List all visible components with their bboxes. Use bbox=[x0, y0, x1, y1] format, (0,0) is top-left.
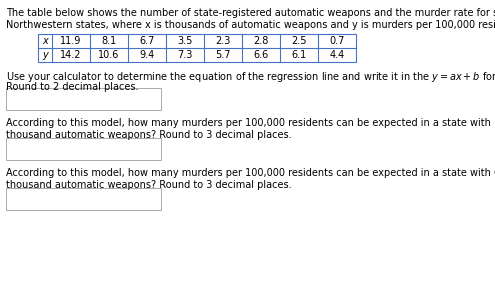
FancyBboxPatch shape bbox=[6, 88, 161, 110]
Text: Use your calculator to determine the equation of the regression line and write i: Use your calculator to determine the equ… bbox=[6, 70, 495, 84]
Text: According to this model, how many murders per 100,000 residents can be expected : According to this model, how many murder… bbox=[6, 118, 495, 128]
Text: 6.1: 6.1 bbox=[292, 50, 306, 60]
Text: y: y bbox=[42, 50, 48, 60]
Text: 6.7: 6.7 bbox=[139, 36, 154, 46]
Text: The table below shows the number of state-registered automatic weapons and the m: The table below shows the number of stat… bbox=[6, 8, 495, 18]
Text: 7.3: 7.3 bbox=[177, 50, 193, 60]
Text: According to this model, how many murders per 100,000 residents can be expected : According to this model, how many murder… bbox=[6, 168, 495, 178]
Text: 0.7: 0.7 bbox=[329, 36, 345, 46]
Text: 2.5: 2.5 bbox=[291, 36, 307, 46]
Text: 3.5: 3.5 bbox=[177, 36, 193, 46]
Text: 11.9: 11.9 bbox=[60, 36, 82, 46]
FancyBboxPatch shape bbox=[6, 138, 161, 160]
Text: 5.7: 5.7 bbox=[215, 50, 231, 60]
Text: 2.3: 2.3 bbox=[215, 36, 231, 46]
Text: Round to 2 decimal places.: Round to 2 decimal places. bbox=[6, 82, 139, 92]
Text: x: x bbox=[42, 36, 48, 46]
Text: Northwestern states, where x is thousands of automatic weapons and y is murders : Northwestern states, where x is thousand… bbox=[6, 20, 495, 30]
Text: 9.4: 9.4 bbox=[140, 50, 154, 60]
Text: 2.8: 2.8 bbox=[253, 36, 269, 46]
Text: 14.2: 14.2 bbox=[60, 50, 82, 60]
Text: thousand automatic weapons? Round to 3 decimal places.: thousand automatic weapons? Round to 3 d… bbox=[6, 180, 292, 190]
Text: 6.6: 6.6 bbox=[253, 50, 269, 60]
Text: 10.6: 10.6 bbox=[99, 50, 120, 60]
Text: 4.4: 4.4 bbox=[329, 50, 345, 60]
Text: 8.1: 8.1 bbox=[101, 36, 117, 46]
FancyBboxPatch shape bbox=[6, 188, 161, 210]
Text: thousand automatic weapons? Round to 3 decimal places.: thousand automatic weapons? Round to 3 d… bbox=[6, 130, 292, 140]
